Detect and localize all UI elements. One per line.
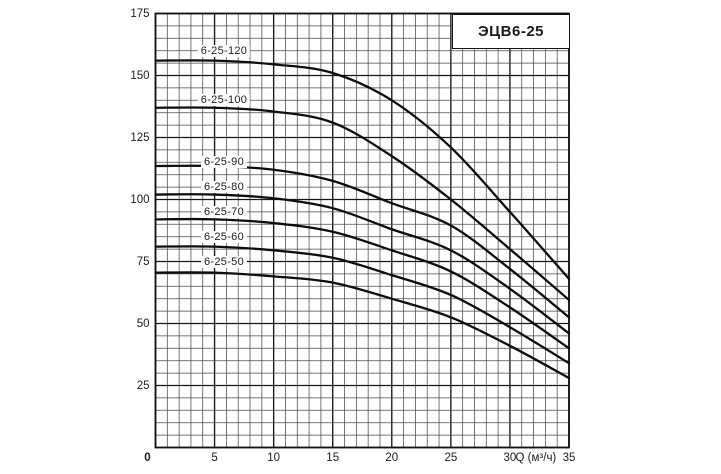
- curve-6-25-120: [154, 59, 571, 281]
- curve-label-6-25-70: 6-25-70: [201, 205, 248, 218]
- curve-6-25-100: [154, 106, 571, 302]
- x-tick-label: 35: [562, 451, 576, 464]
- y-tick-label: 25: [136, 379, 150, 392]
- x-tick-label: 20: [385, 451, 399, 464]
- chart-title: ЭЦВ6-25: [452, 13, 570, 49]
- curve-label-6-25-80: 6-25-80: [201, 181, 248, 194]
- x-tick-label: 30: [503, 451, 517, 464]
- curve-label-6-25-100: 6-25-100: [197, 94, 251, 107]
- curve-6-25-50: [154, 271, 571, 380]
- curve-label-6-25-50: 6-25-50: [201, 255, 248, 268]
- x-axis-unit-label: Q (м³/ч): [515, 451, 557, 464]
- y-tick-label: 100: [130, 193, 150, 206]
- y-tick-label: 150: [130, 69, 150, 82]
- y-tick-label: 75: [136, 255, 150, 268]
- y-tick-label: 175: [130, 7, 150, 20]
- x-tick-label: 25: [444, 451, 458, 464]
- y-tick-label: 50: [136, 317, 150, 330]
- curve-label-6-25-120: 6-25-120: [197, 44, 251, 57]
- x-tick-label: 5: [211, 451, 218, 464]
- plot-border: [154, 12, 570, 449]
- curve-6-25-70: [154, 217, 571, 350]
- x-tick-label: 15: [326, 451, 340, 464]
- curve-6-25-80: [154, 193, 571, 335]
- curve-label-6-25-90: 6-25-90: [201, 156, 248, 169]
- x-tick-label: 10: [267, 451, 281, 464]
- curve-6-25-60: [154, 245, 571, 365]
- y-tick-label: 125: [130, 131, 150, 144]
- origin-tick-label: 0: [144, 451, 151, 464]
- curve-label-6-25-60: 6-25-60: [201, 230, 248, 243]
